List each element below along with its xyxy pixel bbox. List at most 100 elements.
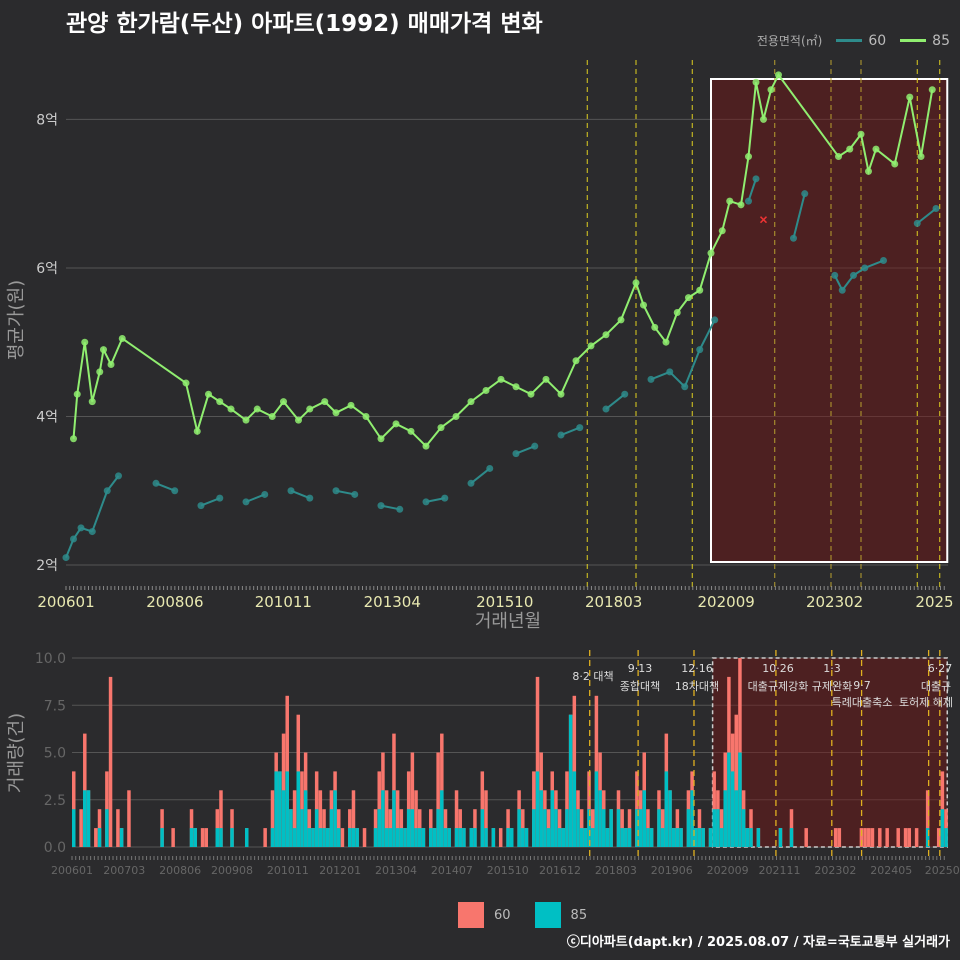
bar-85 [708, 828, 713, 847]
y-tick-label: 6억 [36, 261, 58, 277]
series-85-point [752, 78, 760, 86]
series-85-point [872, 145, 880, 153]
bar-85 [635, 809, 639, 847]
x-tick-label: 202009 [698, 593, 755, 611]
bar-x-tick-label: 202009 [707, 864, 749, 877]
bar-60 [219, 790, 223, 847]
bar-85 [778, 828, 783, 847]
series-85-point [572, 357, 580, 365]
bar-85 [325, 828, 330, 847]
series-85-point [193, 427, 201, 435]
bar-60 [395, 790, 400, 847]
series-60-point [377, 502, 385, 510]
series-85-point [88, 398, 96, 406]
bar-85 [97, 828, 102, 847]
bar-60 [292, 790, 297, 847]
x-tick-label: 202302 [806, 593, 863, 611]
series-85-point [673, 309, 681, 316]
series-85-point [107, 360, 115, 368]
bar-85 [193, 828, 197, 847]
series-60-segment [698, 319, 716, 351]
bar-60 [837, 828, 842, 847]
bar-legend-swatch-85 [534, 902, 561, 928]
bar-85 [664, 771, 669, 847]
series-85-point [216, 398, 224, 406]
bar-event-label: 12·16 [681, 662, 713, 675]
bar-60 [204, 828, 209, 847]
series-85-point [422, 442, 430, 450]
bar-85 [355, 828, 359, 847]
bar-85 [690, 790, 694, 847]
bar-60 [414, 790, 418, 847]
bar-85 [944, 828, 948, 847]
bar-85 [561, 828, 566, 847]
bar-85 [348, 828, 352, 847]
anomaly-marker [759, 216, 768, 224]
series-60-point [261, 490, 269, 498]
bar-85 [550, 790, 554, 847]
bar-85 [660, 828, 665, 847]
series-60-point [576, 424, 584, 432]
bar-85 [605, 828, 610, 847]
bar-85 [281, 790, 286, 847]
bar-event-label: 10·26 [762, 662, 794, 675]
bar-60 [200, 828, 205, 847]
bar-y-tick-label: 10.0 [35, 651, 66, 667]
bar-y-tick-label: 7.5 [44, 698, 66, 714]
y-tick-label: 4억 [36, 409, 58, 425]
series-60-point [396, 505, 404, 513]
bar-85 [745, 828, 750, 847]
bar-event-label: 종합대책 [620, 680, 660, 693]
bar-85 [712, 809, 716, 847]
series-85-point [182, 379, 190, 387]
bar-85 [756, 828, 761, 847]
bar-85 [377, 809, 381, 847]
bar-60 [870, 828, 875, 847]
series-60-point [801, 190, 809, 198]
series-60-point [242, 498, 250, 506]
series-60-point [197, 502, 205, 510]
bar-85 [388, 828, 393, 847]
bar-85 [307, 828, 312, 847]
bar-85 [539, 790, 543, 847]
bar-85 [671, 828, 676, 847]
bar-60 [833, 828, 838, 847]
y-tick-label: 2억 [36, 558, 58, 574]
bar-event-label: 대출규 [921, 680, 951, 693]
series-85-point [775, 71, 782, 79]
bar-85 [940, 809, 945, 847]
series-60-point [103, 487, 111, 495]
bar-85 [638, 809, 643, 847]
line-legend: 전용면적(㎡) 60 85 [757, 32, 950, 49]
series-85-point [726, 197, 734, 205]
bar-85 [616, 809, 621, 847]
series-85-point [602, 331, 610, 339]
bar-event-label: 규제완화 [812, 680, 852, 693]
series-85-point [512, 383, 520, 391]
bar-85 [649, 828, 654, 847]
bar-85 [491, 828, 496, 847]
x-axis-label: 거래년월 [475, 611, 541, 632]
series-85-point [745, 153, 752, 161]
legend-label-60: 60 [868, 32, 887, 49]
series-85-point [437, 424, 445, 432]
bar-85 [351, 828, 356, 847]
series-85-point [865, 167, 872, 175]
series-85-point [846, 145, 854, 153]
bar-60 [436, 752, 440, 847]
x-tick-label: 2025 [915, 593, 953, 611]
series-60-point [62, 554, 70, 562]
series-60-point [602, 405, 610, 413]
bar-x-tick-label: 201304 [375, 864, 417, 877]
series-60-point [745, 197, 752, 205]
series-85-point [835, 153, 842, 161]
series-85-point [321, 398, 329, 406]
bar-60 [318, 790, 323, 847]
series-60-point [70, 535, 77, 543]
bar-85 [373, 828, 378, 847]
bar-85 [458, 828, 462, 847]
series-85-point [242, 416, 250, 424]
series-60-point [332, 487, 340, 495]
series-85-point [557, 390, 565, 398]
bar-event-label: 9·13 [628, 662, 653, 675]
